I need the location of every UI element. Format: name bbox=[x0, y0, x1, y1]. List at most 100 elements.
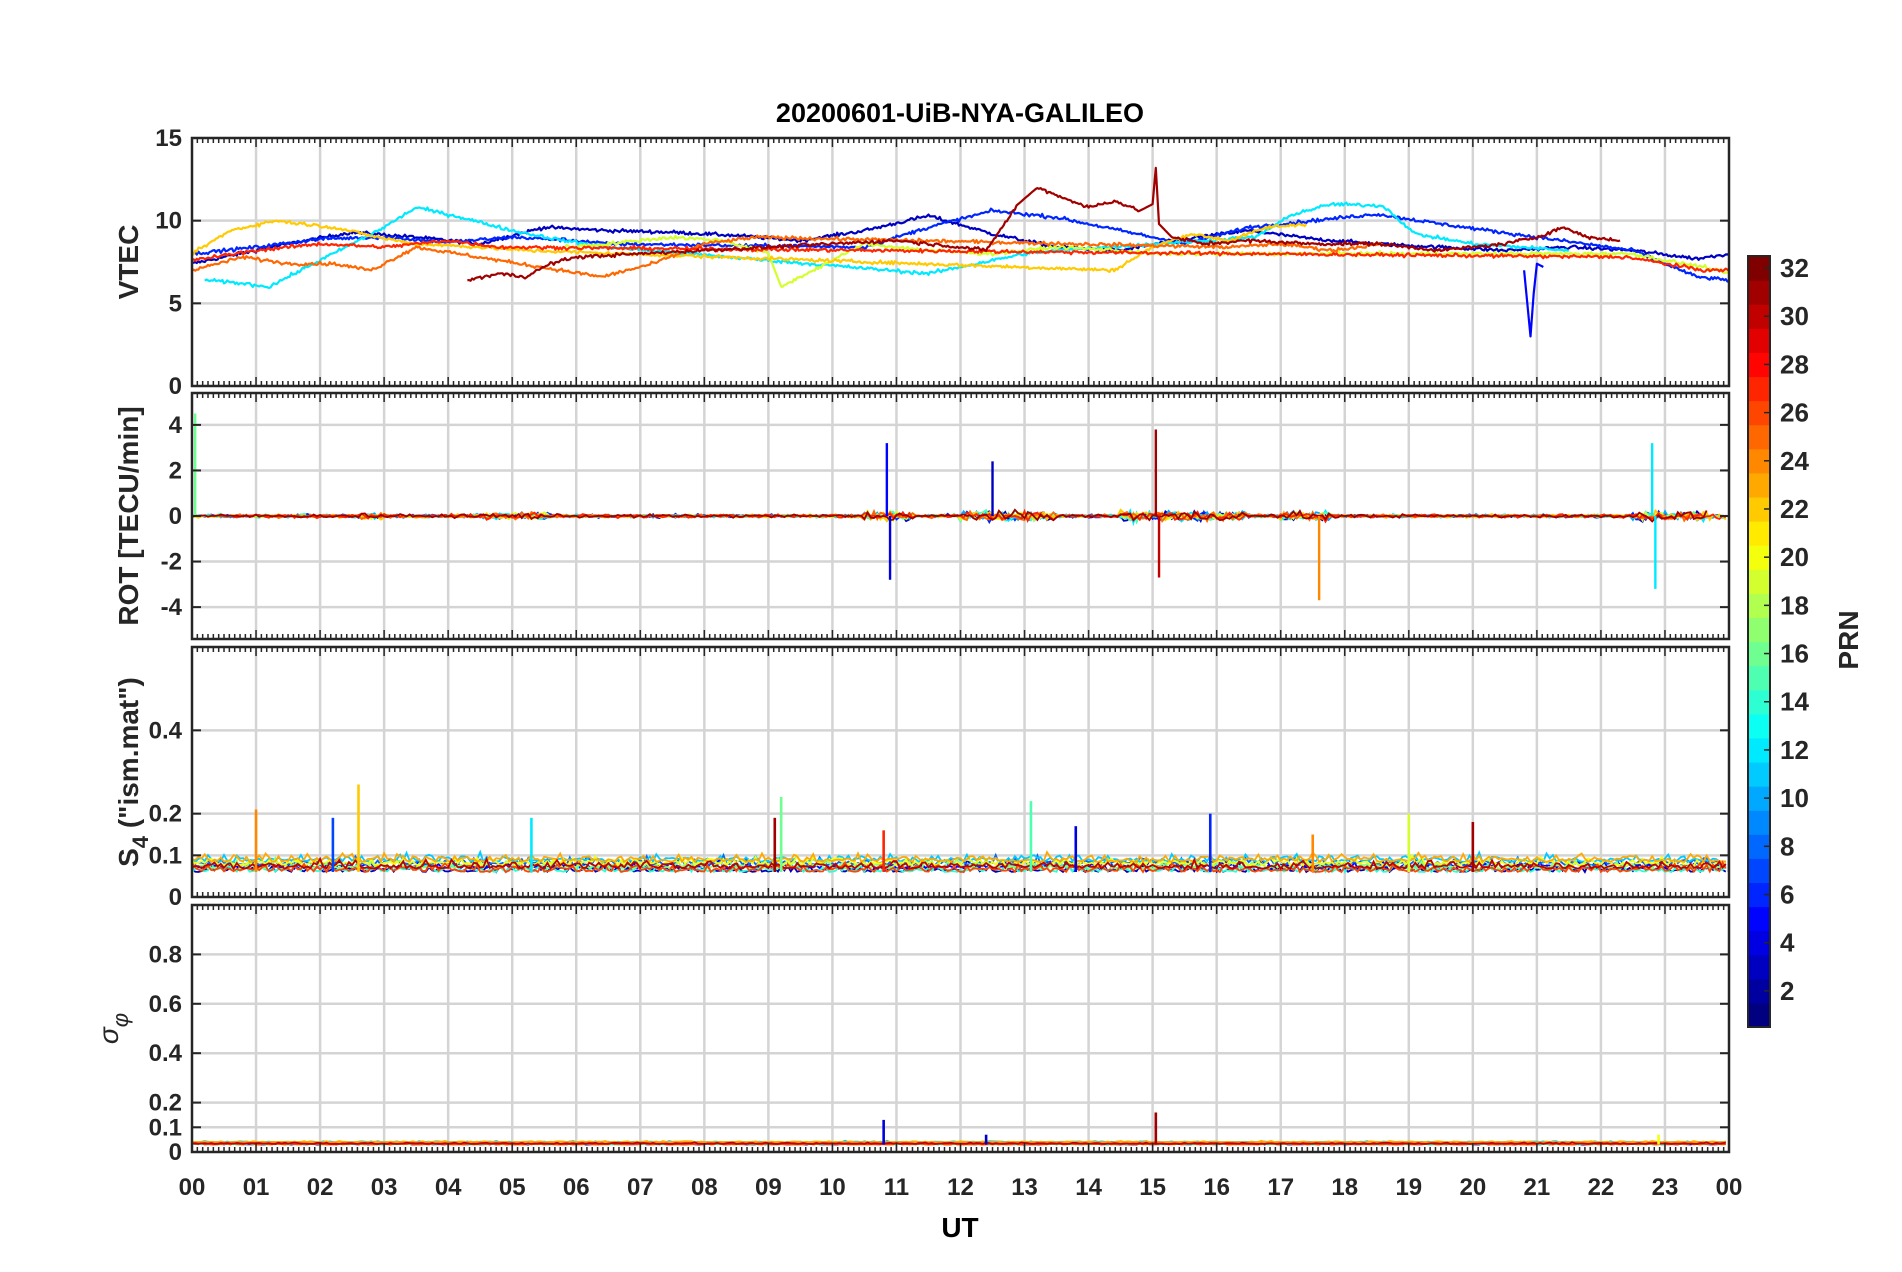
y-tick-label: 0 bbox=[169, 373, 182, 400]
colorbar-segment bbox=[1748, 569, 1770, 594]
y-tick-label: 0.2 bbox=[149, 1090, 182, 1117]
x-tick-label: 04 bbox=[435, 1174, 462, 1201]
colorbar-tick-label: 24 bbox=[1780, 446, 1809, 476]
colorbar-tick-label: 22 bbox=[1780, 494, 1809, 524]
panel-frame bbox=[190, 391, 1731, 641]
x-tick-label: 23 bbox=[1652, 1174, 1679, 1201]
y-axis-label-rot: ROT [TECU/min] bbox=[113, 406, 144, 625]
y-axis-label-s4: S4 ("ism.mat") bbox=[113, 677, 153, 867]
x-tick-label: 15 bbox=[1139, 1174, 1166, 1201]
colorbar-tick-label: 32 bbox=[1780, 253, 1809, 283]
vtec-series-prn-12 bbox=[204, 201, 1570, 290]
colorbar-segment bbox=[1748, 521, 1770, 546]
colorbar-segment bbox=[1748, 978, 1770, 1004]
s4-series-prn-26 bbox=[192, 860, 1727, 874]
colorbar-segment bbox=[1748, 280, 1770, 305]
colorbar-segment bbox=[1748, 689, 1770, 715]
colorbar-tick-label: 14 bbox=[1780, 687, 1809, 717]
y-tick-label: 0.6 bbox=[149, 991, 182, 1018]
colorbar-segment bbox=[1748, 954, 1770, 980]
colorbar-frame bbox=[1747, 255, 1771, 1028]
panel-data bbox=[192, 166, 1729, 338]
x-tick-label: 16 bbox=[1203, 1174, 1230, 1201]
colorbar-segment bbox=[1748, 810, 1770, 835]
colorbar-segment bbox=[1748, 617, 1770, 643]
y-tick-label: 10 bbox=[155, 208, 182, 235]
colorbar-segment bbox=[1748, 400, 1770, 426]
y-tick-label: 0 bbox=[169, 884, 182, 911]
colorbar-tick-label: 20 bbox=[1780, 542, 1809, 572]
x-tick-label: 17 bbox=[1267, 1174, 1294, 1201]
y-axis-label-vtec: VTEC bbox=[113, 225, 144, 300]
colorbar-segment bbox=[1748, 304, 1770, 329]
colorbar-tick-label: 12 bbox=[1780, 735, 1809, 765]
x-tick-label: 12 bbox=[947, 1174, 974, 1201]
colorbar-segment bbox=[1748, 1002, 1770, 1028]
y-tick-label: 0.1 bbox=[149, 842, 182, 869]
colorbar-segment bbox=[1748, 906, 1770, 932]
y-label-subscript: φ bbox=[108, 1013, 133, 1027]
y-label-subscript: 4 bbox=[128, 835, 153, 848]
x-tick-label: 02 bbox=[307, 1174, 334, 1201]
colorbar-segment bbox=[1748, 328, 1770, 353]
x-tick-label: 14 bbox=[1075, 1174, 1102, 1201]
s4-series-prn-11 bbox=[192, 849, 1726, 864]
s4-series-prn-23 bbox=[192, 850, 1726, 864]
colorbar-segment bbox=[1748, 424, 1770, 450]
y-tick-label: 0.1 bbox=[149, 1114, 182, 1141]
y-tick-label: 2 bbox=[169, 457, 182, 484]
x-tick-label: 07 bbox=[627, 1174, 654, 1201]
x-tick-label: 20 bbox=[1459, 1174, 1486, 1201]
x-tick-label: 05 bbox=[499, 1174, 526, 1201]
vtec-series-prn-27 bbox=[192, 239, 1729, 273]
panel-frame bbox=[190, 903, 1731, 1154]
y-tick-label: 4 bbox=[169, 412, 183, 439]
y-tick-label: 0.4 bbox=[149, 1040, 183, 1067]
colorbar-segment bbox=[1748, 496, 1770, 522]
y-label-main: σ bbox=[93, 1026, 124, 1044]
colorbar-segment bbox=[1748, 834, 1770, 859]
panel-data bbox=[192, 784, 1729, 874]
colorbar-segment bbox=[1748, 256, 1770, 281]
x-tick-label: 09 bbox=[755, 1174, 782, 1201]
x-tick-label: 18 bbox=[1331, 1174, 1358, 1201]
colorbar-tick-label: 28 bbox=[1780, 349, 1809, 379]
colorbar-segment bbox=[1748, 448, 1770, 474]
rot-series-prn-31 bbox=[192, 508, 1708, 523]
x-tick-label: 08 bbox=[691, 1174, 718, 1201]
colorbar-segment bbox=[1748, 352, 1770, 378]
x-tick-label: 00 bbox=[1716, 1174, 1743, 1201]
colorbar-tick-label: 16 bbox=[1780, 639, 1809, 669]
x-tick-label: 13 bbox=[1011, 1174, 1038, 1201]
panel-frame bbox=[190, 645, 1731, 899]
colorbar-segment bbox=[1748, 737, 1770, 763]
vtec-series-prn-5 bbox=[1523, 262, 1544, 338]
x-tick-label: 06 bbox=[563, 1174, 590, 1201]
vtec-series-prn-22 bbox=[192, 219, 1308, 274]
y-tick-label: 0.8 bbox=[149, 941, 182, 968]
x-tick-label: 03 bbox=[371, 1174, 398, 1201]
x-tick-label: 22 bbox=[1588, 1174, 1615, 1201]
y-tick-label: 0.4 bbox=[149, 717, 183, 744]
colorbar-segment bbox=[1748, 376, 1770, 402]
chart-title: 20200601-UiB-NYA-GALILEO bbox=[776, 98, 1144, 128]
y-label-main: S bbox=[113, 848, 144, 867]
colorbar-segment bbox=[1748, 761, 1770, 787]
y-tick-label: -2 bbox=[161, 549, 182, 576]
colorbar-tick-label: 30 bbox=[1780, 301, 1809, 331]
colorbar-tick-label: 10 bbox=[1780, 783, 1809, 813]
y-tick-label: -4 bbox=[161, 594, 183, 621]
colorbar-segment bbox=[1748, 472, 1770, 498]
colorbar-segment bbox=[1748, 930, 1770, 956]
vtec-series-prn-25 bbox=[192, 234, 1384, 278]
x-axis-tick-labels: 00 01 02 03 04 05 06 07 08 09 10 11 12 13 14 15 16 17 18 19… bbox=[179, 1174, 1743, 1201]
colorbar-segment bbox=[1748, 713, 1770, 739]
y-tick-label: 0 bbox=[169, 503, 182, 530]
colorbar-segment bbox=[1748, 786, 1770, 811]
panel-sigma_phi: 00.10.2 0.4 0.6 0.8 σφ bbox=[93, 903, 1731, 1166]
s4-series-prn-30 bbox=[192, 856, 1727, 871]
colorbar-segment bbox=[1748, 858, 1770, 884]
panel-frame bbox=[190, 136, 1731, 388]
